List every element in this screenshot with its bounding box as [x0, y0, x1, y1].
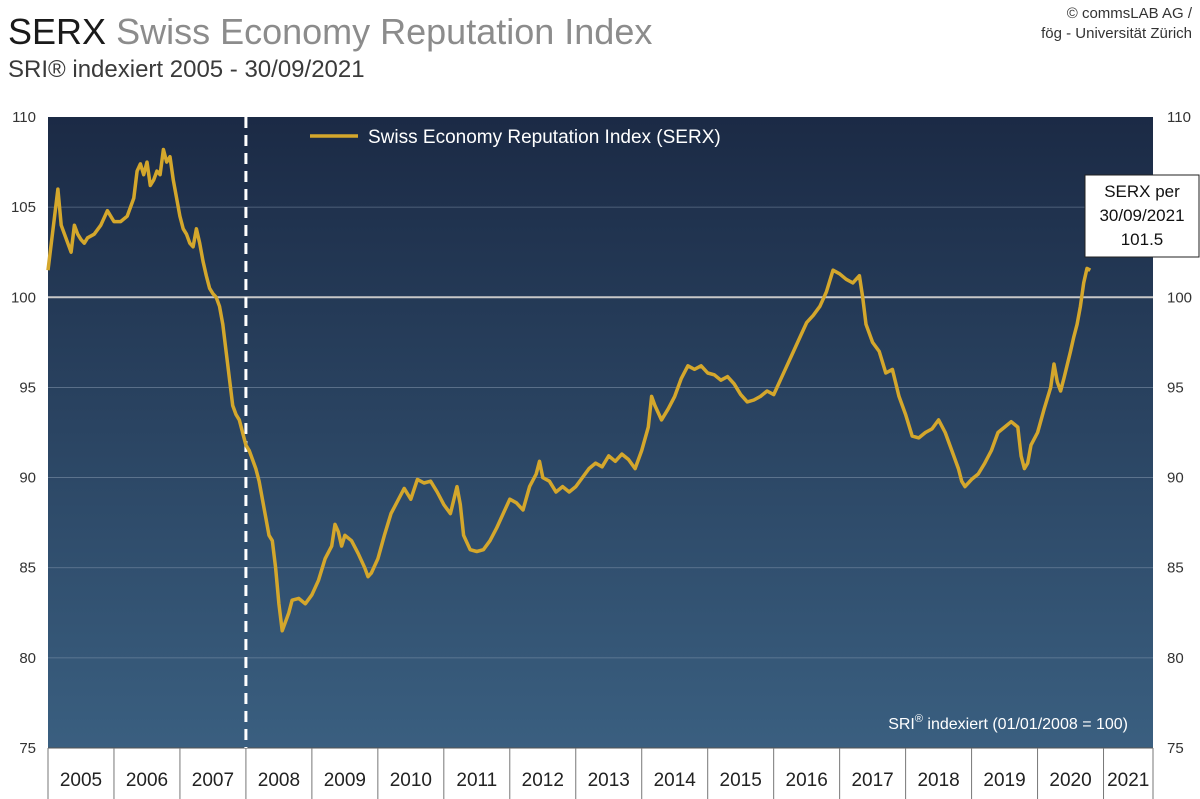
title-main: SERX	[8, 11, 107, 52]
title-rest: Swiss Economy Reputation Index	[116, 11, 653, 52]
y-tick-right: 85	[1167, 560, 1184, 577]
index-note: SRI® indexiert (01/01/2008 = 100)	[888, 713, 1128, 733]
x-tick-label: 2020	[1049, 770, 1091, 791]
series-line-serx	[46, 147, 1092, 633]
index-note-prefix: SRI	[888, 716, 915, 733]
value-callout: SERX per 30/09/2021 101.5	[1084, 174, 1200, 258]
y-tick-right: 75	[1167, 740, 1184, 757]
y-tick-left: 75	[19, 740, 36, 757]
y-tick-left: 105	[11, 199, 36, 216]
y-tick-right: 95	[1167, 379, 1184, 396]
y-tick-left: 80	[19, 650, 36, 667]
legend: Swiss Economy Reputation Index (SERX)	[310, 127, 721, 148]
x-tick-label: 2007	[192, 770, 234, 791]
x-tick-label: 2012	[522, 770, 564, 791]
gridlines	[48, 206, 1153, 659]
index-note-sup: ®	[915, 713, 923, 725]
callout-line-3: 101.5	[1121, 230, 1164, 249]
plot-area	[48, 117, 1153, 748]
callout-line-2: 30/09/2021	[1099, 206, 1184, 225]
y-tick-right: 90	[1167, 470, 1184, 487]
x-tick-label: 2010	[390, 770, 432, 791]
x-tick-label: 2021	[1107, 770, 1149, 791]
y-tick-right: 110	[1167, 109, 1191, 126]
x-axis-ticks: 2005 2006 2007 2008 2009 2010 2011 2012 2013 2014…	[47, 747, 1154, 799]
y-tick-right: 100	[1167, 289, 1192, 306]
copyright-line-2: fög - Universität Zürich	[1041, 25, 1192, 42]
legend-label: Swiss Economy Reputation Index (SERX)	[368, 127, 721, 148]
chart-subtitle: SRI® indexiert 2005 - 30/09/2021	[8, 56, 365, 83]
callout-line-1: SERX per	[1104, 182, 1180, 201]
x-tick-label: 2005	[60, 770, 102, 791]
y-tick-right: 80	[1167, 650, 1184, 667]
x-tick-label: 2008	[258, 770, 300, 791]
x-tick-label: 2019	[983, 770, 1025, 791]
x-tick-label: 2015	[720, 770, 762, 791]
x-tick-label: 2006	[126, 770, 168, 791]
x-tick-label: 2016	[786, 770, 828, 791]
chart-title: SERX Swiss Economy Reputation Index	[8, 10, 652, 54]
x-tick-label: 2009	[324, 770, 366, 791]
x-tick-label: 2017	[851, 770, 893, 791]
x-tick-label: 2014	[654, 770, 697, 791]
y-tick-left: 100	[11, 289, 36, 306]
copyright: © commsLAB AG / fög - Universität Zürich	[1041, 4, 1192, 44]
index-note-suffix: indexiert (01/01/2008 = 100)	[923, 716, 1128, 733]
y-tick-left: 90	[19, 470, 36, 487]
y-tick-left: 85	[19, 560, 36, 577]
copyright-line-1: © commsLAB AG /	[1066, 5, 1192, 22]
y-tick-left: 110	[12, 109, 36, 126]
x-tick-label: 2018	[917, 770, 959, 791]
callout-box	[1084, 174, 1200, 258]
y-tick-left: 95	[19, 379, 36, 396]
x-tick-label: 2011	[456, 770, 497, 791]
x-tick-label: 2013	[588, 770, 630, 791]
